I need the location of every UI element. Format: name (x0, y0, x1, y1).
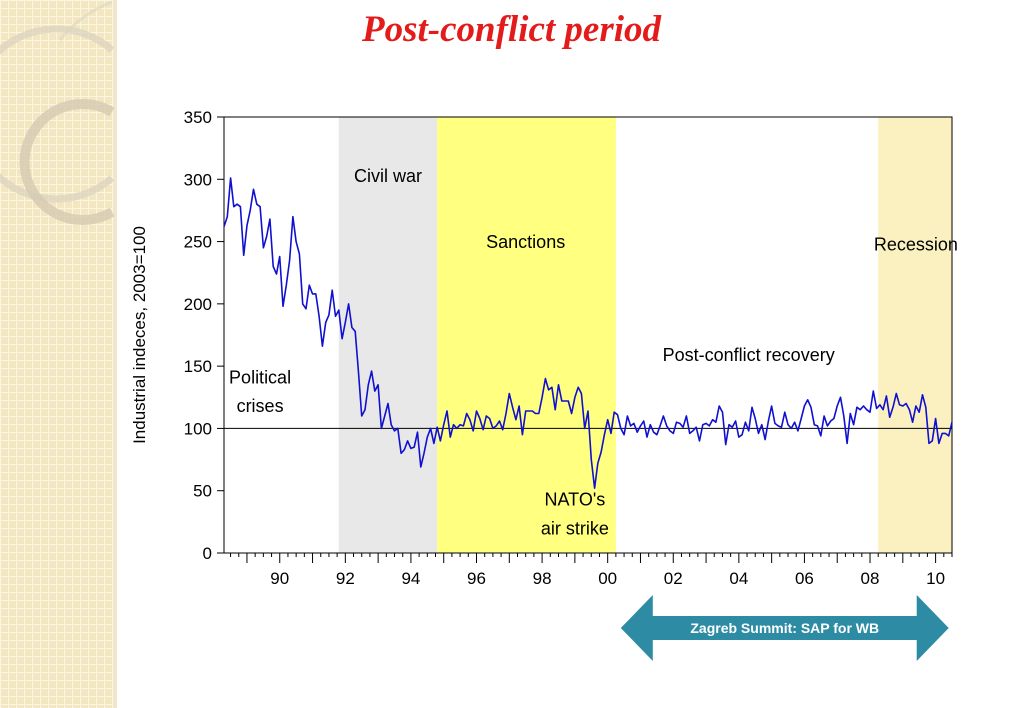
annotation: Political (229, 368, 291, 388)
arrow-label: Zagreb Summit: SAP for WB (690, 620, 879, 636)
annotation: Recession (874, 234, 958, 254)
x-tick-label: 02 (664, 569, 683, 588)
y-tick-label: 250 (184, 233, 212, 252)
annotation: crises (237, 396, 284, 416)
x-tick-label: 98 (533, 569, 552, 588)
slide-title: Post-conflict period (361, 9, 662, 50)
y-tick-label: 50 (193, 482, 212, 501)
x-tick-label: 08 (861, 569, 880, 588)
annotation: NATO's (544, 490, 605, 510)
period-band-1 (437, 117, 616, 553)
annotation: Civil war (354, 166, 422, 186)
series-line (223, 177, 953, 490)
annotation: air strike (541, 518, 609, 538)
x-tick-label: 92 (336, 569, 355, 588)
y-tick-label: 200 (184, 295, 212, 314)
annotation: Post-conflict recovery (663, 345, 835, 365)
y-tick-label: 0 (203, 544, 212, 563)
y-tick-label: 350 (184, 108, 212, 127)
y-tick-label: 100 (184, 419, 212, 438)
x-tick-label: 90 (270, 569, 289, 588)
x-tick-label: 10 (926, 569, 945, 588)
annotation: Sanctions (486, 232, 565, 252)
x-tick-label: 94 (401, 569, 420, 588)
y-tick-label: 300 (184, 170, 212, 189)
double-arrow-shape (620, 595, 949, 661)
y-axis-label: Industrial indeces, 2003=100 (130, 226, 149, 444)
x-tick-label: 06 (795, 569, 814, 588)
period-band-2 (878, 117, 952, 553)
plot-frame (223, 116, 953, 554)
x-tick-label: 04 (729, 569, 748, 588)
y-tick-label: 150 (184, 357, 212, 376)
x-tick-label: 96 (467, 569, 486, 588)
x-tick-label: 00 (598, 569, 617, 588)
